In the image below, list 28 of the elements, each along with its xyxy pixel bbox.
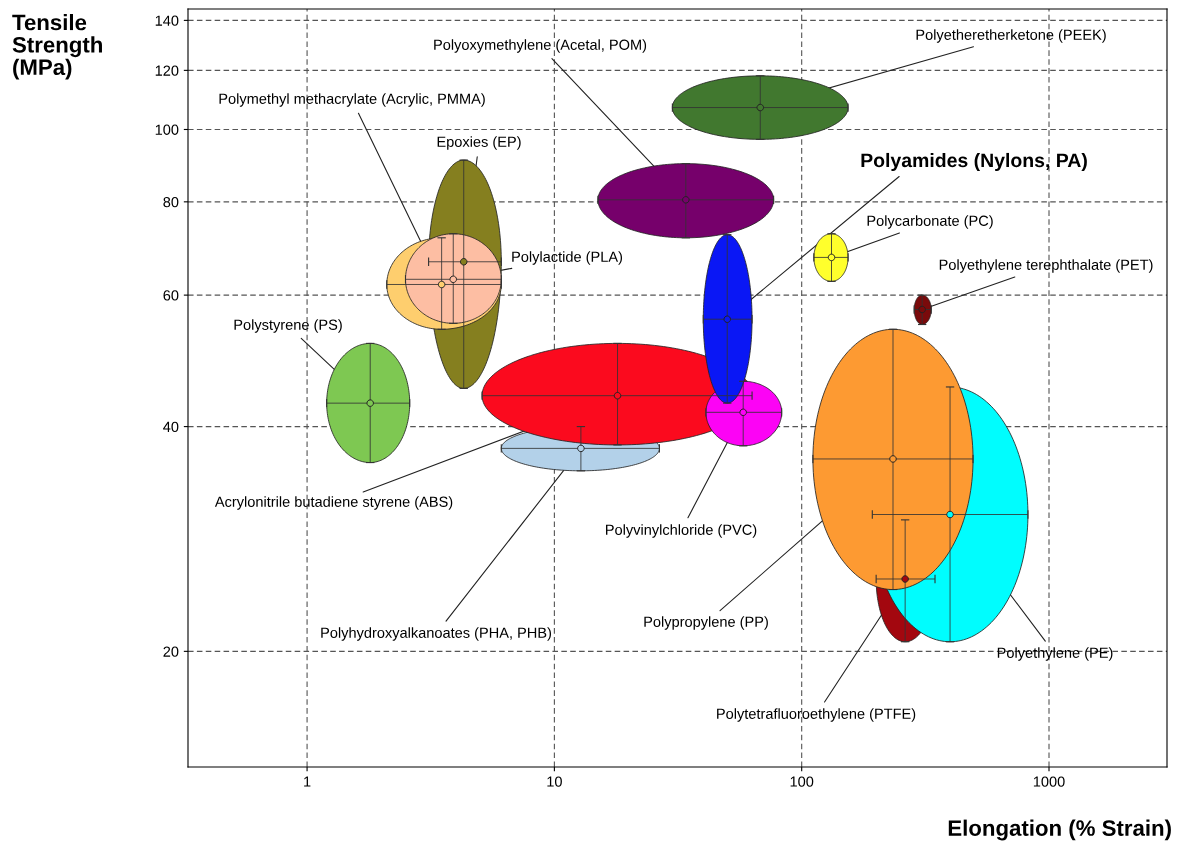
annotation: Polymethyl methacrylate (Acrylic, PMMA) — [219, 93, 485, 107]
annotation: Polyethylene (PE) — [997, 647, 1113, 661]
x-tick-label: 1000 — [1033, 776, 1065, 787]
annotation: Polyvinylchloride (PVC) — [606, 524, 757, 538]
x-tick-label: 100 — [790, 776, 814, 787]
annotation: Polytetrafluoroethylene (PTFE) — [717, 708, 916, 722]
x-tick-label: 10 — [547, 776, 562, 787]
y-tick-label: 20 — [163, 646, 179, 657]
x-axis-title: Elongation (% Strain) — [948, 819, 1171, 841]
y-tick-label: 40 — [163, 421, 179, 433]
annotation: Polyetheretherketone (PEEK) — [916, 29, 1106, 43]
annotation: Polypropylene (PP) — [644, 616, 768, 630]
y-tick-label: 120 — [155, 65, 179, 76]
annotation: Polystyrene (PS) — [234, 319, 342, 333]
annotation: Polyhydroxyalkanoates (PHA, PHB) — [321, 627, 551, 641]
annotation: Epoxies (EP) — [437, 136, 521, 150]
y-tick-label: 100 — [155, 124, 179, 135]
annotation: Acrylonitrile butadiene styrene (ABS) — [214, 496, 453, 510]
x-tick-label: 1 — [304, 776, 311, 787]
annotation: Polyethylene terephthalate (PET) — [939, 259, 1153, 273]
y-tick-label: 140 — [155, 15, 179, 26]
annotation: Polyoxymethylene (Acetal, POM) — [434, 39, 647, 53]
annotation: Polyamides (Nylons, PA) — [861, 152, 1087, 172]
y-tick-label: 60 — [163, 290, 179, 301]
y-tick-label: 80 — [163, 196, 179, 208]
annotation: Polylactide (PLA) — [512, 251, 623, 265]
y-axis-title: Tensile Strength (MPa) — [12, 14, 102, 80]
annotation: Polycarbonate (PC) — [867, 215, 993, 229]
